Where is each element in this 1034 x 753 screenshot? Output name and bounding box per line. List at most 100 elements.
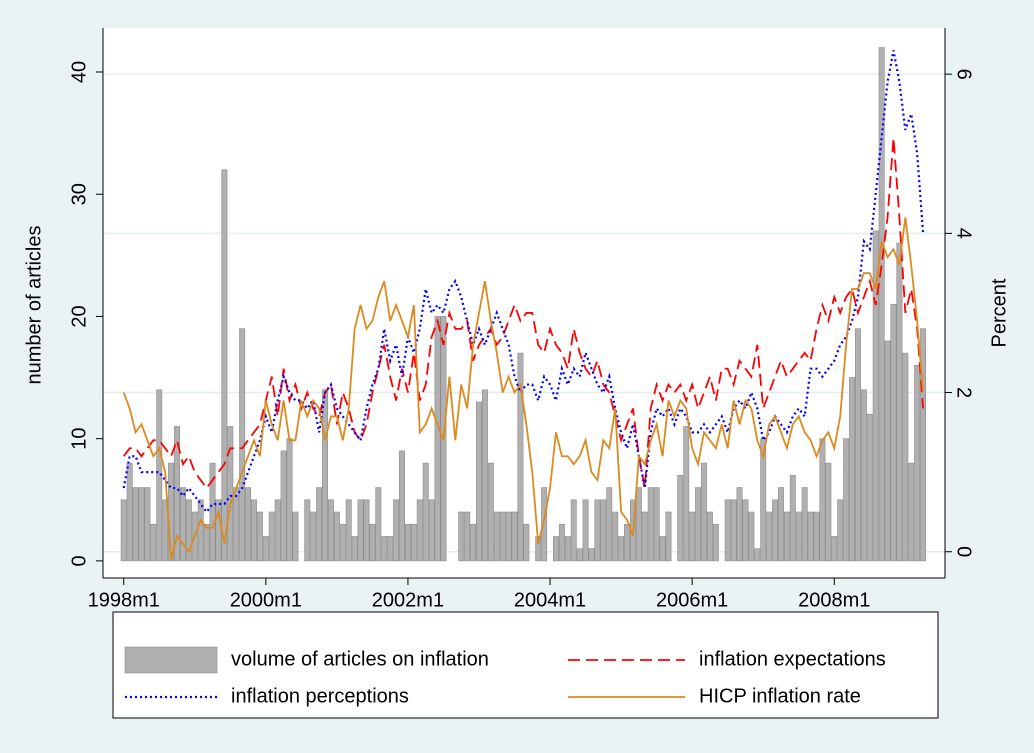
bar: [185, 499, 192, 562]
bar: [896, 242, 903, 562]
bar: [310, 511, 317, 562]
bar: [138, 487, 145, 562]
bar: [150, 523, 157, 562]
bar: [837, 499, 844, 562]
bar: [647, 487, 654, 562]
legend-swatch: [124, 646, 218, 674]
bar: [558, 523, 565, 562]
bar: [541, 487, 548, 562]
legend-label: inflation expectations: [699, 648, 886, 670]
bar: [825, 462, 832, 562]
bar: [162, 499, 169, 562]
legend: volume of articles on inflation inflation…: [124, 646, 886, 707]
bar: [618, 536, 625, 562]
x-tick-label: 2002m1: [372, 589, 444, 611]
bar: [470, 523, 477, 562]
legend-label: HICP inflation rate: [699, 685, 861, 707]
bar: [523, 523, 530, 562]
bar: [511, 511, 518, 562]
bar: [132, 487, 139, 562]
bar: [843, 438, 850, 562]
bar: [144, 487, 151, 562]
x-tick-label: 1998m1: [88, 589, 160, 611]
bar: [766, 511, 773, 562]
bar: [215, 499, 222, 562]
bar: [505, 511, 512, 562]
bar: [914, 365, 921, 562]
bar: [706, 511, 713, 562]
bar: [884, 340, 891, 562]
bar: [641, 511, 648, 562]
x-tick-label: 2000m1: [230, 589, 302, 611]
y-axis-title: number of articles: [23, 226, 45, 385]
bar: [624, 523, 630, 562]
bar: [328, 499, 334, 562]
bar: [653, 487, 660, 562]
y-tick-label: 0: [68, 555, 90, 566]
bar: [730, 499, 737, 562]
bar: [789, 475, 796, 562]
bar: [351, 536, 358, 562]
bar: [600, 499, 607, 562]
y-tick-label: 10: [68, 428, 90, 450]
bar: [813, 511, 820, 562]
legend-label: inflation perceptions: [231, 685, 409, 707]
bar: [795, 511, 802, 562]
y2-tick-label: 4: [953, 228, 975, 239]
bar: [701, 462, 707, 562]
bar: [375, 487, 382, 562]
bar: [363, 499, 370, 562]
bar: [890, 303, 897, 562]
y2-tick-label: 6: [953, 69, 975, 80]
bar: [849, 377, 856, 562]
bar: [920, 328, 927, 562]
bar: [570, 499, 577, 562]
bar: [772, 499, 779, 562]
bar: [860, 389, 867, 562]
bar: [316, 487, 323, 562]
bar: [576, 548, 583, 562]
bar: [665, 511, 672, 562]
bar: [197, 499, 204, 562]
y2-tick-label: 0: [953, 546, 975, 557]
bar: [251, 499, 257, 562]
marks: [120, 47, 927, 562]
bar: [274, 499, 281, 562]
y2-tick-label: 2: [953, 387, 975, 398]
bar: [179, 487, 186, 562]
bar: [339, 523, 346, 562]
bar: [748, 511, 755, 562]
bar: [156, 389, 163, 562]
line: [122, 137, 924, 490]
x-tick-label: 2006m1: [656, 589, 728, 611]
bar: [635, 487, 642, 562]
bar: [286, 438, 293, 562]
bar: [677, 475, 684, 562]
bar: [878, 47, 885, 562]
bar: [854, 328, 861, 562]
bar: [458, 511, 465, 562]
bar: [280, 450, 287, 562]
bar: [262, 536, 269, 562]
bar: [754, 548, 761, 562]
bar: [908, 462, 915, 562]
bar: [256, 511, 263, 562]
bar: [493, 511, 500, 562]
bar: [481, 389, 488, 562]
bar: [695, 487, 702, 562]
legend-box: [112, 611, 939, 719]
bar: [369, 523, 376, 562]
bar: [381, 536, 388, 562]
bar: [410, 523, 417, 562]
bar: [487, 462, 494, 562]
bar: [387, 536, 394, 562]
bar: [564, 536, 571, 562]
bar: [588, 548, 595, 562]
y-tick-label: 20: [68, 305, 90, 327]
bar: [778, 487, 784, 562]
bar: [322, 389, 329, 562]
bar: [404, 523, 411, 562]
bar: [866, 413, 873, 562]
bar: [227, 426, 234, 562]
